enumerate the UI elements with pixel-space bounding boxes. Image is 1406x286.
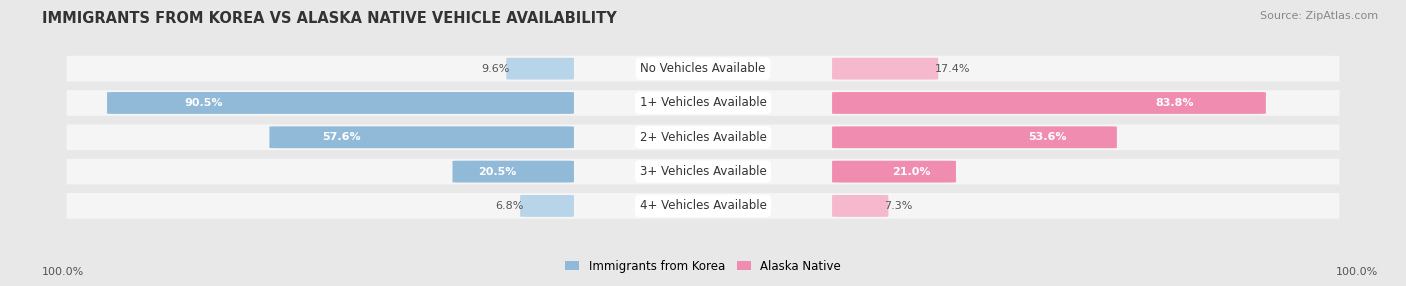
Text: 6.8%: 6.8% [495,201,524,211]
FancyBboxPatch shape [832,92,1265,114]
FancyBboxPatch shape [107,92,574,114]
Text: 4+ Vehicles Available: 4+ Vehicles Available [640,199,766,212]
Text: 20.5%: 20.5% [478,167,516,176]
Text: 2+ Vehicles Available: 2+ Vehicles Available [640,131,766,144]
Text: IMMIGRANTS FROM KOREA VS ALASKA NATIVE VEHICLE AVAILABILITY: IMMIGRANTS FROM KOREA VS ALASKA NATIVE V… [42,11,617,26]
FancyBboxPatch shape [453,161,574,182]
FancyBboxPatch shape [66,124,1340,150]
Text: 100.0%: 100.0% [42,267,84,277]
Text: 90.5%: 90.5% [184,98,222,108]
Legend: Immigrants from Korea, Alaska Native: Immigrants from Korea, Alaska Native [560,255,846,277]
Text: 7.3%: 7.3% [884,201,912,211]
FancyBboxPatch shape [832,58,938,80]
FancyBboxPatch shape [832,195,889,217]
FancyBboxPatch shape [66,159,1340,184]
Text: 9.6%: 9.6% [482,64,510,74]
FancyBboxPatch shape [66,56,1340,82]
FancyBboxPatch shape [832,126,1116,148]
Text: 83.8%: 83.8% [1156,98,1194,108]
Text: 100.0%: 100.0% [1336,267,1378,277]
Text: 17.4%: 17.4% [935,64,970,74]
FancyBboxPatch shape [66,90,1340,116]
Text: No Vehicles Available: No Vehicles Available [640,62,766,75]
Text: 57.6%: 57.6% [322,132,361,142]
Text: 53.6%: 53.6% [1029,132,1067,142]
Text: 1+ Vehicles Available: 1+ Vehicles Available [640,96,766,110]
FancyBboxPatch shape [832,161,956,182]
FancyBboxPatch shape [506,58,574,80]
Text: Source: ZipAtlas.com: Source: ZipAtlas.com [1260,11,1378,21]
Text: 3+ Vehicles Available: 3+ Vehicles Available [640,165,766,178]
Text: 21.0%: 21.0% [891,167,931,176]
FancyBboxPatch shape [270,126,574,148]
FancyBboxPatch shape [520,195,574,217]
FancyBboxPatch shape [66,193,1340,219]
